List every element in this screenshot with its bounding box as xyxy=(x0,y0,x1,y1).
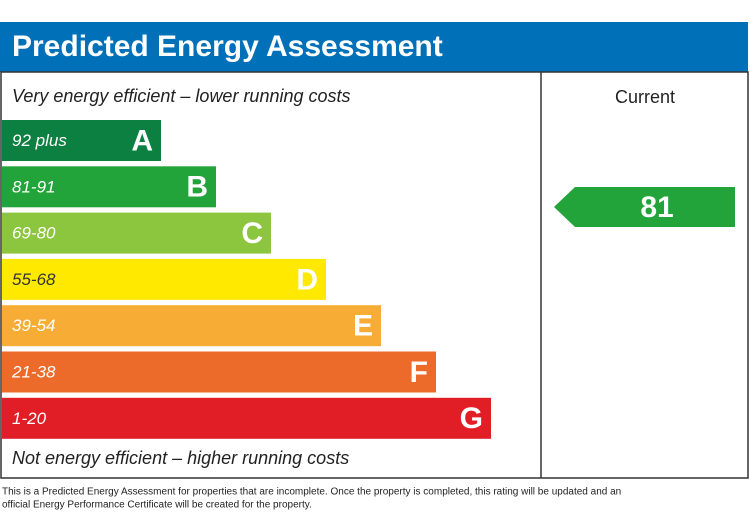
band-bar xyxy=(2,212,271,254)
band-bar xyxy=(2,305,381,347)
band-range: 92 plus xyxy=(12,131,67,150)
band-bar xyxy=(2,397,491,439)
band-letter: D xyxy=(296,263,318,296)
band-bar xyxy=(2,120,161,161)
band-bar xyxy=(2,166,216,208)
band-letter: B xyxy=(186,171,208,204)
band-range: 21-38 xyxy=(11,362,56,381)
top-label: Very energy efficient – lower running co… xyxy=(12,86,351,106)
band-letter: F xyxy=(410,356,428,389)
current-arrow xyxy=(554,187,735,227)
current-header: Current xyxy=(615,87,675,107)
band-bar xyxy=(2,351,436,393)
band-range: 55-68 xyxy=(12,270,56,289)
band-range: 39-54 xyxy=(12,316,55,335)
band-letter: C xyxy=(241,217,263,250)
band-letter: A xyxy=(131,124,153,157)
band-bar xyxy=(2,258,326,300)
band-letter: E xyxy=(353,310,373,343)
band-letter: G xyxy=(460,402,483,435)
footer-line: This is a Predicted Energy Assessment fo… xyxy=(2,487,621,498)
bottom-label: Not energy efficient – higher running co… xyxy=(12,448,349,468)
band-range: 69-80 xyxy=(12,224,56,243)
footer-line: official Energy Performance Certificate … xyxy=(2,500,312,511)
band-range: 1-20 xyxy=(12,409,47,428)
frame xyxy=(0,71,749,479)
title-bar xyxy=(0,22,748,72)
title: Predicted Energy Assessment xyxy=(12,30,443,63)
current-value: 81 xyxy=(640,191,673,224)
band-range: 81-91 xyxy=(12,177,55,196)
